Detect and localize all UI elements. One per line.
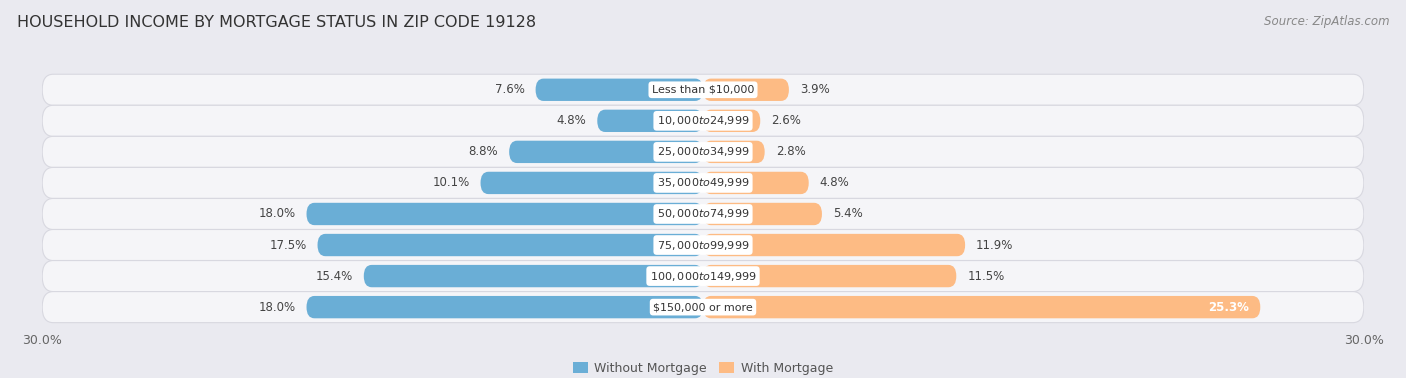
FancyBboxPatch shape	[42, 260, 1364, 291]
FancyBboxPatch shape	[42, 291, 1364, 323]
Text: 11.9%: 11.9%	[976, 239, 1014, 251]
Text: 11.5%: 11.5%	[967, 270, 1004, 283]
Text: $75,000 to $99,999: $75,000 to $99,999	[657, 239, 749, 251]
FancyBboxPatch shape	[42, 105, 1364, 136]
Text: 3.9%: 3.9%	[800, 83, 830, 96]
FancyBboxPatch shape	[42, 74, 1364, 105]
Text: 2.8%: 2.8%	[776, 146, 806, 158]
Text: 25.3%: 25.3%	[1208, 301, 1250, 314]
Text: 17.5%: 17.5%	[270, 239, 307, 251]
FancyBboxPatch shape	[307, 203, 703, 225]
FancyBboxPatch shape	[536, 79, 703, 101]
Text: 2.6%: 2.6%	[772, 114, 801, 127]
FancyBboxPatch shape	[42, 167, 1364, 198]
Text: HOUSEHOLD INCOME BY MORTGAGE STATUS IN ZIP CODE 19128: HOUSEHOLD INCOME BY MORTGAGE STATUS IN Z…	[17, 15, 536, 30]
Text: $50,000 to $74,999: $50,000 to $74,999	[657, 208, 749, 220]
FancyBboxPatch shape	[703, 141, 765, 163]
FancyBboxPatch shape	[509, 141, 703, 163]
FancyBboxPatch shape	[703, 265, 956, 287]
Text: 8.8%: 8.8%	[468, 146, 498, 158]
FancyBboxPatch shape	[703, 79, 789, 101]
Text: 7.6%: 7.6%	[495, 83, 524, 96]
Text: $35,000 to $49,999: $35,000 to $49,999	[657, 177, 749, 189]
Text: 4.8%: 4.8%	[557, 114, 586, 127]
FancyBboxPatch shape	[703, 172, 808, 194]
FancyBboxPatch shape	[703, 296, 1260, 318]
Text: $10,000 to $24,999: $10,000 to $24,999	[657, 114, 749, 127]
Text: Less than $10,000: Less than $10,000	[652, 85, 754, 95]
FancyBboxPatch shape	[42, 198, 1364, 229]
Text: Source: ZipAtlas.com: Source: ZipAtlas.com	[1264, 15, 1389, 28]
Text: $100,000 to $149,999: $100,000 to $149,999	[650, 270, 756, 283]
FancyBboxPatch shape	[318, 234, 703, 256]
Legend: Without Mortgage, With Mortgage: Without Mortgage, With Mortgage	[568, 357, 838, 378]
FancyBboxPatch shape	[307, 296, 703, 318]
FancyBboxPatch shape	[703, 110, 761, 132]
FancyBboxPatch shape	[42, 229, 1364, 260]
Text: $25,000 to $34,999: $25,000 to $34,999	[657, 146, 749, 158]
FancyBboxPatch shape	[481, 172, 703, 194]
Text: 18.0%: 18.0%	[259, 301, 295, 314]
Text: 18.0%: 18.0%	[259, 208, 295, 220]
FancyBboxPatch shape	[42, 136, 1364, 167]
Text: 10.1%: 10.1%	[432, 177, 470, 189]
Text: 5.4%: 5.4%	[832, 208, 863, 220]
FancyBboxPatch shape	[598, 110, 703, 132]
FancyBboxPatch shape	[703, 203, 823, 225]
FancyBboxPatch shape	[364, 265, 703, 287]
FancyBboxPatch shape	[703, 234, 965, 256]
Text: $150,000 or more: $150,000 or more	[654, 302, 752, 312]
Text: 4.8%: 4.8%	[820, 177, 849, 189]
Text: 15.4%: 15.4%	[315, 270, 353, 283]
